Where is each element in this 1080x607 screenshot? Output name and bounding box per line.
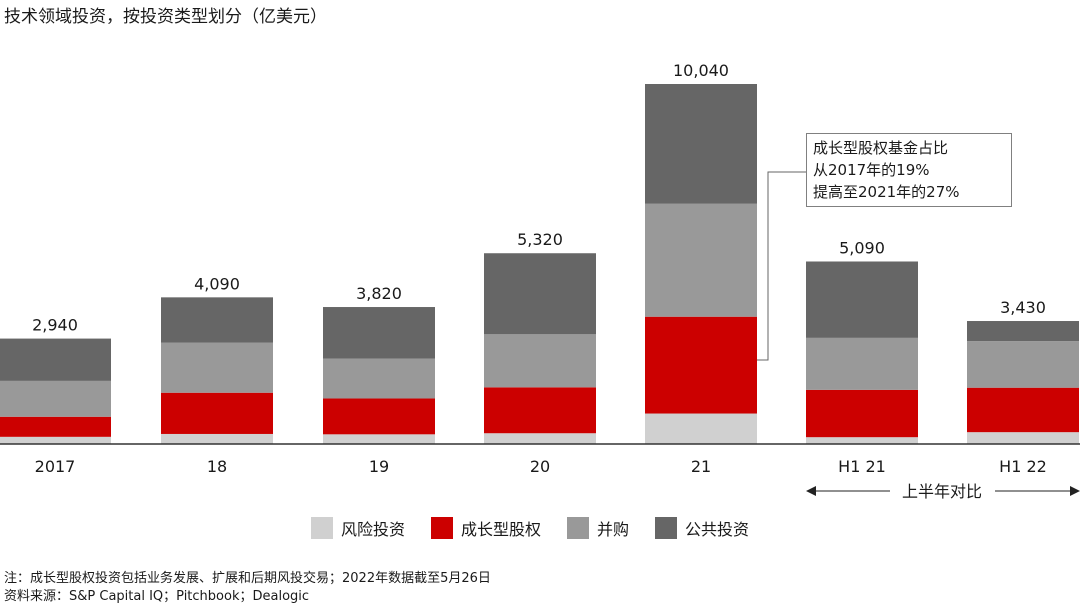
legend-item: 公共投资 xyxy=(655,516,749,540)
bar-segment xyxy=(323,358,435,399)
annotation-line: 成长型股权基金占比 xyxy=(813,139,949,157)
bar-segment xyxy=(0,416,111,437)
bar-segment xyxy=(806,337,918,390)
bar-segment xyxy=(323,434,435,444)
bar-total-label: 3,820 xyxy=(356,284,402,303)
x-tick-label: H1 21 xyxy=(838,457,886,476)
bar-total-label: 5,320 xyxy=(517,230,563,249)
footnote-note: 注：成长型股权投资包括业务发展、扩展和后期风投交易；2022年数据截至5月26日 xyxy=(4,571,491,586)
bar-segment xyxy=(161,297,273,343)
bar-total-label: 10,040 xyxy=(673,61,729,80)
bar-segment xyxy=(967,387,1079,433)
bar-segment xyxy=(161,392,273,434)
annotation-line: 从2017年的19% xyxy=(813,161,930,179)
legend-swatch xyxy=(311,517,333,539)
bar-segment xyxy=(0,380,111,417)
bar-segment xyxy=(645,84,757,204)
bar-segment xyxy=(806,261,918,338)
bar-segment xyxy=(484,433,596,444)
legend-item: 风险投资 xyxy=(311,516,405,540)
bracket-label: 上半年对比 xyxy=(902,482,982,501)
bar-total-label: 3,430 xyxy=(1000,298,1046,317)
annotation-line: 提高至2021年的27% xyxy=(813,183,960,201)
bar-segment xyxy=(967,432,1079,444)
bar-segment xyxy=(161,433,273,444)
bar-segment xyxy=(967,341,1079,388)
arrow-left-icon xyxy=(806,486,816,496)
bar-segment xyxy=(0,436,111,444)
chart-title: 技术领域投资，按投资类型划分（亿美元） xyxy=(4,7,327,27)
bar-segment xyxy=(0,338,111,381)
x-tick-label: 21 xyxy=(691,457,711,476)
bar-segment xyxy=(484,387,596,434)
legend-item: 并购 xyxy=(567,516,629,540)
bar-segment xyxy=(645,316,757,414)
legend-swatch xyxy=(655,517,678,539)
legend-label: 风险投资 xyxy=(341,520,406,539)
annotation-box: 成长型股权基金占比 从2017年的19% 提高至2021年的27% xyxy=(806,133,1012,207)
bar-segment xyxy=(806,437,918,444)
legend-label: 公共投资 xyxy=(685,520,750,539)
bar-segment xyxy=(484,253,596,335)
legend: 风险投资 成长型股权 并购 公共投资 xyxy=(311,516,749,540)
bar-segment xyxy=(323,307,435,359)
legend-label: 成长型股权 xyxy=(461,520,542,539)
legend-swatch xyxy=(567,517,590,539)
bar-segment xyxy=(323,398,435,435)
x-tick-label: 20 xyxy=(530,457,550,476)
legend-item: 成长型股权 xyxy=(431,516,541,540)
bar-total-label: 4,090 xyxy=(194,274,240,293)
annotation-leader-line xyxy=(757,171,806,361)
legend-swatch xyxy=(431,517,454,539)
bar-total-label: 5,090 xyxy=(839,238,885,257)
x-tick-label: 2017 xyxy=(35,457,76,476)
x-tick-label: 19 xyxy=(369,457,389,476)
bar-segment xyxy=(967,321,1079,342)
x-tick-label: 18 xyxy=(207,457,227,476)
bar-segment xyxy=(484,334,596,388)
x-tick-label: H1 22 xyxy=(999,457,1047,476)
legend-label: 并购 xyxy=(597,520,630,539)
footnote-source: 资料来源：S&P Capital IQ；Pitchbook；Dealogic xyxy=(4,589,310,604)
bar-segment xyxy=(161,342,273,393)
bar-segment xyxy=(645,413,757,444)
bar-segment xyxy=(806,389,918,438)
bar-total-label: 2,940 xyxy=(32,316,78,335)
half-year-bracket: 上半年对比 xyxy=(806,482,1080,501)
footnote: 注：成长型股权投资包括业务发展、扩展和后期风投交易；2022年数据截至5月26日… xyxy=(4,570,491,606)
bar-segment xyxy=(645,203,757,317)
arrow-right-icon xyxy=(1070,486,1080,496)
